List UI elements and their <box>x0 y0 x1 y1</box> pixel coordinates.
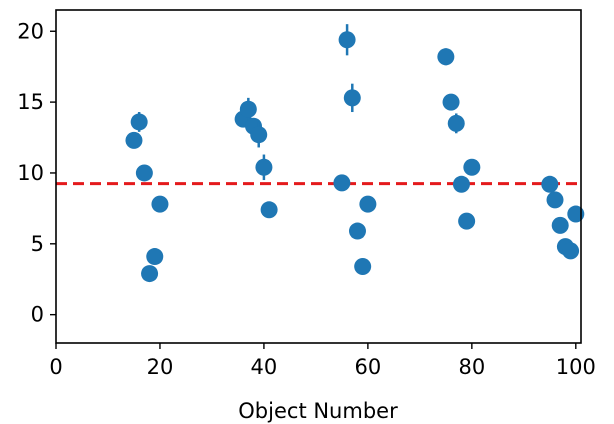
data-point <box>463 158 481 176</box>
data-point <box>442 93 460 111</box>
axes-frame <box>55 9 582 344</box>
data-point <box>141 265 159 283</box>
x-tick-label: 0 <box>49 355 62 379</box>
data-point <box>260 201 278 219</box>
x-tick-label: 80 <box>458 355 485 379</box>
y-tick-label: 15 <box>17 90 44 114</box>
x-axis-title: Object Number <box>238 399 398 423</box>
data-point <box>125 131 143 149</box>
x-tick-label: 20 <box>147 355 174 379</box>
data-point <box>458 212 476 230</box>
data-point <box>354 257 372 275</box>
y-tick-label: 20 <box>17 19 44 43</box>
data-point <box>255 158 273 176</box>
data-point <box>447 114 465 132</box>
data-point <box>135 164 153 182</box>
data-point <box>348 222 366 240</box>
plot-area: 0 20 40 60 80 100 0 5 10 15 20 <box>17 9 596 379</box>
data-point <box>130 113 148 131</box>
data-point <box>250 126 268 144</box>
data-point <box>551 216 569 234</box>
data-point <box>562 242 580 260</box>
y-tick-label: 10 <box>17 161 44 185</box>
data-point <box>146 248 164 266</box>
data-point <box>359 195 377 213</box>
y-tick-label: 5 <box>31 232 44 256</box>
data-point <box>333 174 351 192</box>
data-point <box>567 205 585 223</box>
data-point <box>151 195 169 213</box>
data-point <box>541 175 559 193</box>
data-point <box>338 31 356 49</box>
y-tick-label: 0 <box>31 303 44 327</box>
data-point <box>452 175 470 193</box>
x-tick-label: 40 <box>251 355 278 379</box>
data-point <box>546 191 564 209</box>
x-tick-label: 60 <box>355 355 382 379</box>
x-tick-label: 100 <box>556 355 596 379</box>
data-point <box>239 100 257 118</box>
data-point <box>437 48 455 66</box>
data-point <box>343 89 361 107</box>
